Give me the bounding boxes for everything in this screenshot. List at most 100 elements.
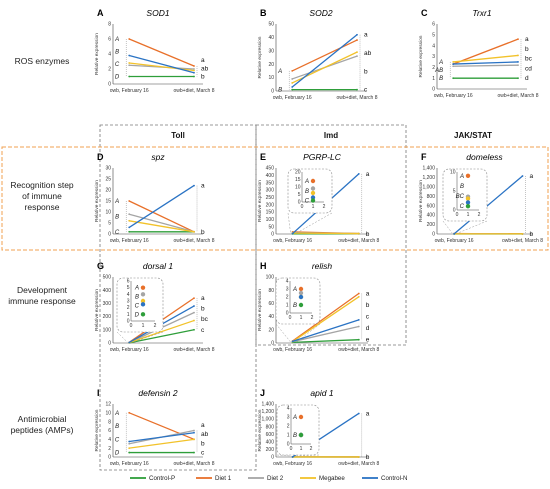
inset-point xyxy=(298,294,304,300)
x-tick-label: owb+diet, March 8 xyxy=(174,461,215,467)
significance-letter: a xyxy=(366,291,370,298)
data-point xyxy=(128,75,131,78)
series-line-diet-1 xyxy=(128,200,195,233)
inset-point xyxy=(140,302,146,307)
inset-y-tick: 2 xyxy=(127,305,130,311)
inset-y-tick: 10 xyxy=(295,185,301,191)
inset-point xyxy=(298,414,304,420)
inset-x-tick: 0 xyxy=(290,446,293,452)
y-tick-label: 1,200 xyxy=(261,409,274,415)
pathway-header-1: Imd xyxy=(324,131,338,140)
y-tick-label: 0 xyxy=(108,455,111,461)
frame-toll xyxy=(99,124,257,471)
data-point xyxy=(357,338,360,341)
data-point xyxy=(453,233,455,235)
inset-x-tick: 0 xyxy=(289,315,292,321)
inset-x-tick: 1 xyxy=(142,323,145,329)
inset-x-tick: 2 xyxy=(311,315,314,321)
inset-y-tick: 0 xyxy=(127,319,130,325)
series-line-diet-1 xyxy=(291,39,358,72)
significance-letter: AB xyxy=(434,68,443,74)
significance-letter: B xyxy=(115,424,119,430)
significance-letter: b xyxy=(201,74,205,81)
series-line-diet-1 xyxy=(452,38,519,65)
inset-point xyxy=(310,178,316,184)
data-point xyxy=(193,75,195,78)
legend-label: Control-P xyxy=(149,475,175,482)
inset-point xyxy=(298,290,304,296)
significance-letter: d xyxy=(525,75,529,82)
y-tick-label: 1,400 xyxy=(422,166,435,172)
y-tick-label: 10 xyxy=(268,75,274,81)
y-tick-label: 100 xyxy=(103,327,112,333)
panel-C: C Trxr1 0 1 2 3 4 5 6 Relative expression owb, Feb… xyxy=(418,8,539,99)
pathway-frames: Toll Imd JAK/STAT xyxy=(1,124,549,471)
y-axis-label: Relative expression xyxy=(257,289,263,331)
y-axis-label: Relative expression xyxy=(418,180,424,222)
data-point xyxy=(291,88,294,91)
data-point xyxy=(356,88,358,91)
series-line-control-n xyxy=(453,61,519,65)
series-line-control-n xyxy=(292,319,360,342)
y-tick-label: 2 xyxy=(108,446,111,452)
inset-x-tick: 2 xyxy=(323,204,326,210)
data-point xyxy=(517,54,519,57)
data-point xyxy=(521,175,524,177)
data-point xyxy=(452,61,455,63)
significance-letter: a xyxy=(525,36,529,43)
data-point xyxy=(128,451,131,454)
inset-y-tick: 1 xyxy=(287,433,290,439)
panel-E: E PGRP-LC050100150200250300350400450Relat… xyxy=(257,152,380,244)
significance-letter: ab xyxy=(201,65,209,72)
significance-letter: bc xyxy=(201,316,209,323)
y-tick-label: 300 xyxy=(266,188,275,194)
y-axis-label: Relative expression xyxy=(257,180,263,222)
x-tick-label: owb+diet, March 8 xyxy=(174,347,215,353)
y-tick-label: 10 xyxy=(105,410,111,416)
y-tick-label: 1,200 xyxy=(422,175,435,181)
data-point xyxy=(193,68,195,70)
y-tick-label: 12 xyxy=(105,402,111,408)
inset-connector xyxy=(275,323,291,343)
significance-letter: c xyxy=(366,314,370,321)
inset-x-tick: 1 xyxy=(300,315,303,321)
inset-y-tick: 0 xyxy=(286,311,289,317)
inset-x-tick: 2 xyxy=(154,323,157,329)
inset-y-tick: 1 xyxy=(286,303,289,309)
inset-point xyxy=(140,292,146,297)
significance-letter: a xyxy=(201,422,205,429)
x-tick-label: owb+diet, March 8 xyxy=(337,95,378,101)
series-line-control-n xyxy=(129,54,195,74)
inset-y-tick: 20 xyxy=(295,170,301,176)
x-tick-label: owb, February 16 xyxy=(110,88,149,94)
frame-imd xyxy=(255,124,407,346)
significance-letter: A xyxy=(114,411,119,417)
legend-label: Control-N xyxy=(381,475,407,482)
legend: Control-P Diet 1 Diet 2 Megabee Control-N xyxy=(130,475,407,482)
significance-letter: a xyxy=(366,410,370,417)
inset-point xyxy=(140,298,146,304)
significance-letter: d xyxy=(366,325,370,332)
series-line-control-p xyxy=(129,329,195,344)
significance-letter: b xyxy=(201,440,205,447)
x-tick-label: owb+diet, March 8 xyxy=(338,347,379,353)
y-tick-label: 20 xyxy=(105,188,111,194)
data-point xyxy=(193,65,195,67)
row-label-recognition: Recognition step of immune response xyxy=(10,180,74,212)
inset-y-tick: 6 xyxy=(127,279,130,285)
y-axis-label: Relative expression xyxy=(94,409,100,451)
data-point xyxy=(452,63,455,65)
panel-title: domeless xyxy=(466,152,503,162)
significance-letter: B xyxy=(115,50,119,56)
y-axis-label: Relative expression xyxy=(94,180,100,222)
data-point xyxy=(291,70,294,72)
series-line-megabee xyxy=(128,319,195,344)
y-tick-label: 40 xyxy=(268,314,274,320)
y-tick-label: 50 xyxy=(268,22,274,28)
y-tick-label: 6 xyxy=(108,428,111,434)
data-point xyxy=(291,78,294,80)
data-point xyxy=(291,232,294,235)
significance-letter: A xyxy=(134,286,139,292)
